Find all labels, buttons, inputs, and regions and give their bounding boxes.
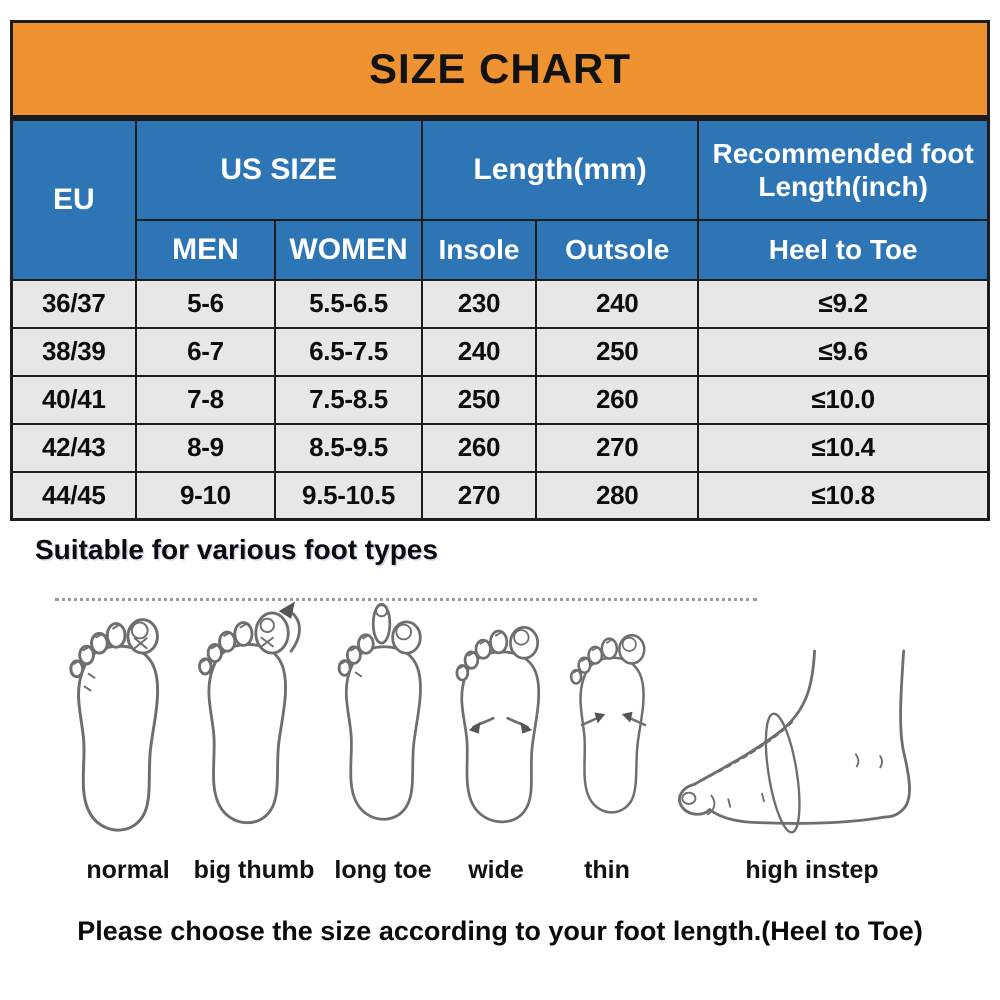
cell-women: 6.5-7.5	[274, 326, 423, 377]
cell-outsole: 280	[535, 470, 700, 521]
cell-eu: 40/41	[10, 374, 137, 425]
cell-heel-to-toe: ≤10.4	[697, 422, 990, 473]
cell-eu: 36/37	[10, 278, 137, 329]
cell-eu: 38/39	[10, 326, 137, 377]
cell-outsole: 260	[535, 374, 700, 425]
cell-heel-to-toe: ≤10.8	[697, 470, 990, 521]
cell-insole: 270	[420, 470, 538, 521]
cell-men: 8-9	[134, 422, 277, 473]
cell-outsole: 270	[535, 422, 700, 473]
foot-big-thumb-illustration	[190, 588, 314, 844]
cell-heel-to-toe: ≤9.6	[697, 326, 990, 377]
header-recommended: Recommended foot Length(inch)	[697, 118, 990, 221]
table-row: 40/41 7-8 7.5-8.5 250 260 ≤10.0	[10, 374, 990, 425]
size-table-wrap: EU US SIZE Length(mm) Recommended foot L…	[10, 118, 990, 521]
foot-long-toe-illustration	[328, 590, 448, 842]
foot-high-instep-illustration	[672, 638, 944, 848]
foot-label-thin: thin	[584, 856, 630, 884]
foot-label-normal: normal	[86, 856, 170, 884]
header-women: WOMEN	[274, 218, 423, 281]
table-row: 38/39 6-7 6.5-7.5 240 250 ≤9.6	[10, 326, 990, 377]
cell-outsole: 240	[535, 278, 700, 329]
header-length-mm: Length(mm)	[420, 118, 700, 221]
header-row-2: MEN WOMEN Insole Outsole Heel to Toe	[12, 218, 990, 281]
cell-insole: 240	[420, 326, 538, 377]
cell-women: 8.5-9.5	[274, 422, 423, 473]
cell-heel-to-toe: ≤9.2	[697, 278, 990, 329]
header-eu: EU	[10, 118, 137, 281]
foot-thin-illustration	[562, 598, 670, 842]
cell-women: 9.5-10.5	[274, 470, 423, 521]
header-us-size: US SIZE	[134, 118, 423, 221]
page-title: SIZE CHART	[369, 45, 631, 92]
table-row: 42/43 8-9 8.5-9.5 260 270 ≤10.4	[10, 422, 990, 473]
cell-women: 5.5-6.5	[274, 278, 423, 329]
header-row-1: EU US SIZE Length(mm) Recommended foot L…	[10, 118, 990, 281]
header-heel-to-toe: Heel to Toe	[697, 218, 990, 281]
cell-men: 6-7	[134, 326, 277, 377]
size-table: EU US SIZE Length(mm) Recommended foot L…	[10, 118, 990, 521]
cell-outsole: 250	[535, 326, 700, 377]
cell-women: 7.5-8.5	[274, 374, 423, 425]
foot-label-high-instep: high instep	[745, 856, 879, 884]
cell-insole: 260	[420, 422, 538, 473]
header-outsole: Outsole	[535, 218, 700, 281]
header-men: MEN	[134, 218, 277, 281]
size-chart-banner: SIZE CHART	[10, 20, 990, 118]
foot-normal-illustration	[59, 596, 187, 844]
cell-men: 9-10	[134, 470, 277, 521]
foot-label-big-thumb: big thumb	[193, 856, 315, 884]
foot-label-long-toe: long toe	[334, 856, 432, 884]
header-insole: Insole	[420, 218, 538, 281]
cell-men: 5-6	[134, 278, 277, 329]
cell-insole: 250	[420, 374, 538, 425]
measure-dotted-line	[55, 598, 757, 601]
cell-eu: 42/43	[10, 422, 137, 473]
foot-types-heading: Suitable for various foot types	[35, 534, 438, 565]
cell-heel-to-toe: ≤10.0	[697, 374, 990, 425]
table-row: 36/37 5-6 5.5-6.5 230 240 ≤9.2	[10, 278, 990, 329]
size-instruction-note: Please choose the size according to your…	[77, 916, 923, 946]
table-row: 44/45 9-10 9.5-10.5 270 280 ≤10.8	[10, 470, 990, 521]
cell-men: 7-8	[134, 374, 277, 425]
cell-eu: 44/45	[10, 470, 137, 521]
foot-label-wide: wide	[468, 856, 524, 884]
foot-wide-illustration	[446, 596, 564, 844]
cell-insole: 230	[420, 278, 538, 329]
